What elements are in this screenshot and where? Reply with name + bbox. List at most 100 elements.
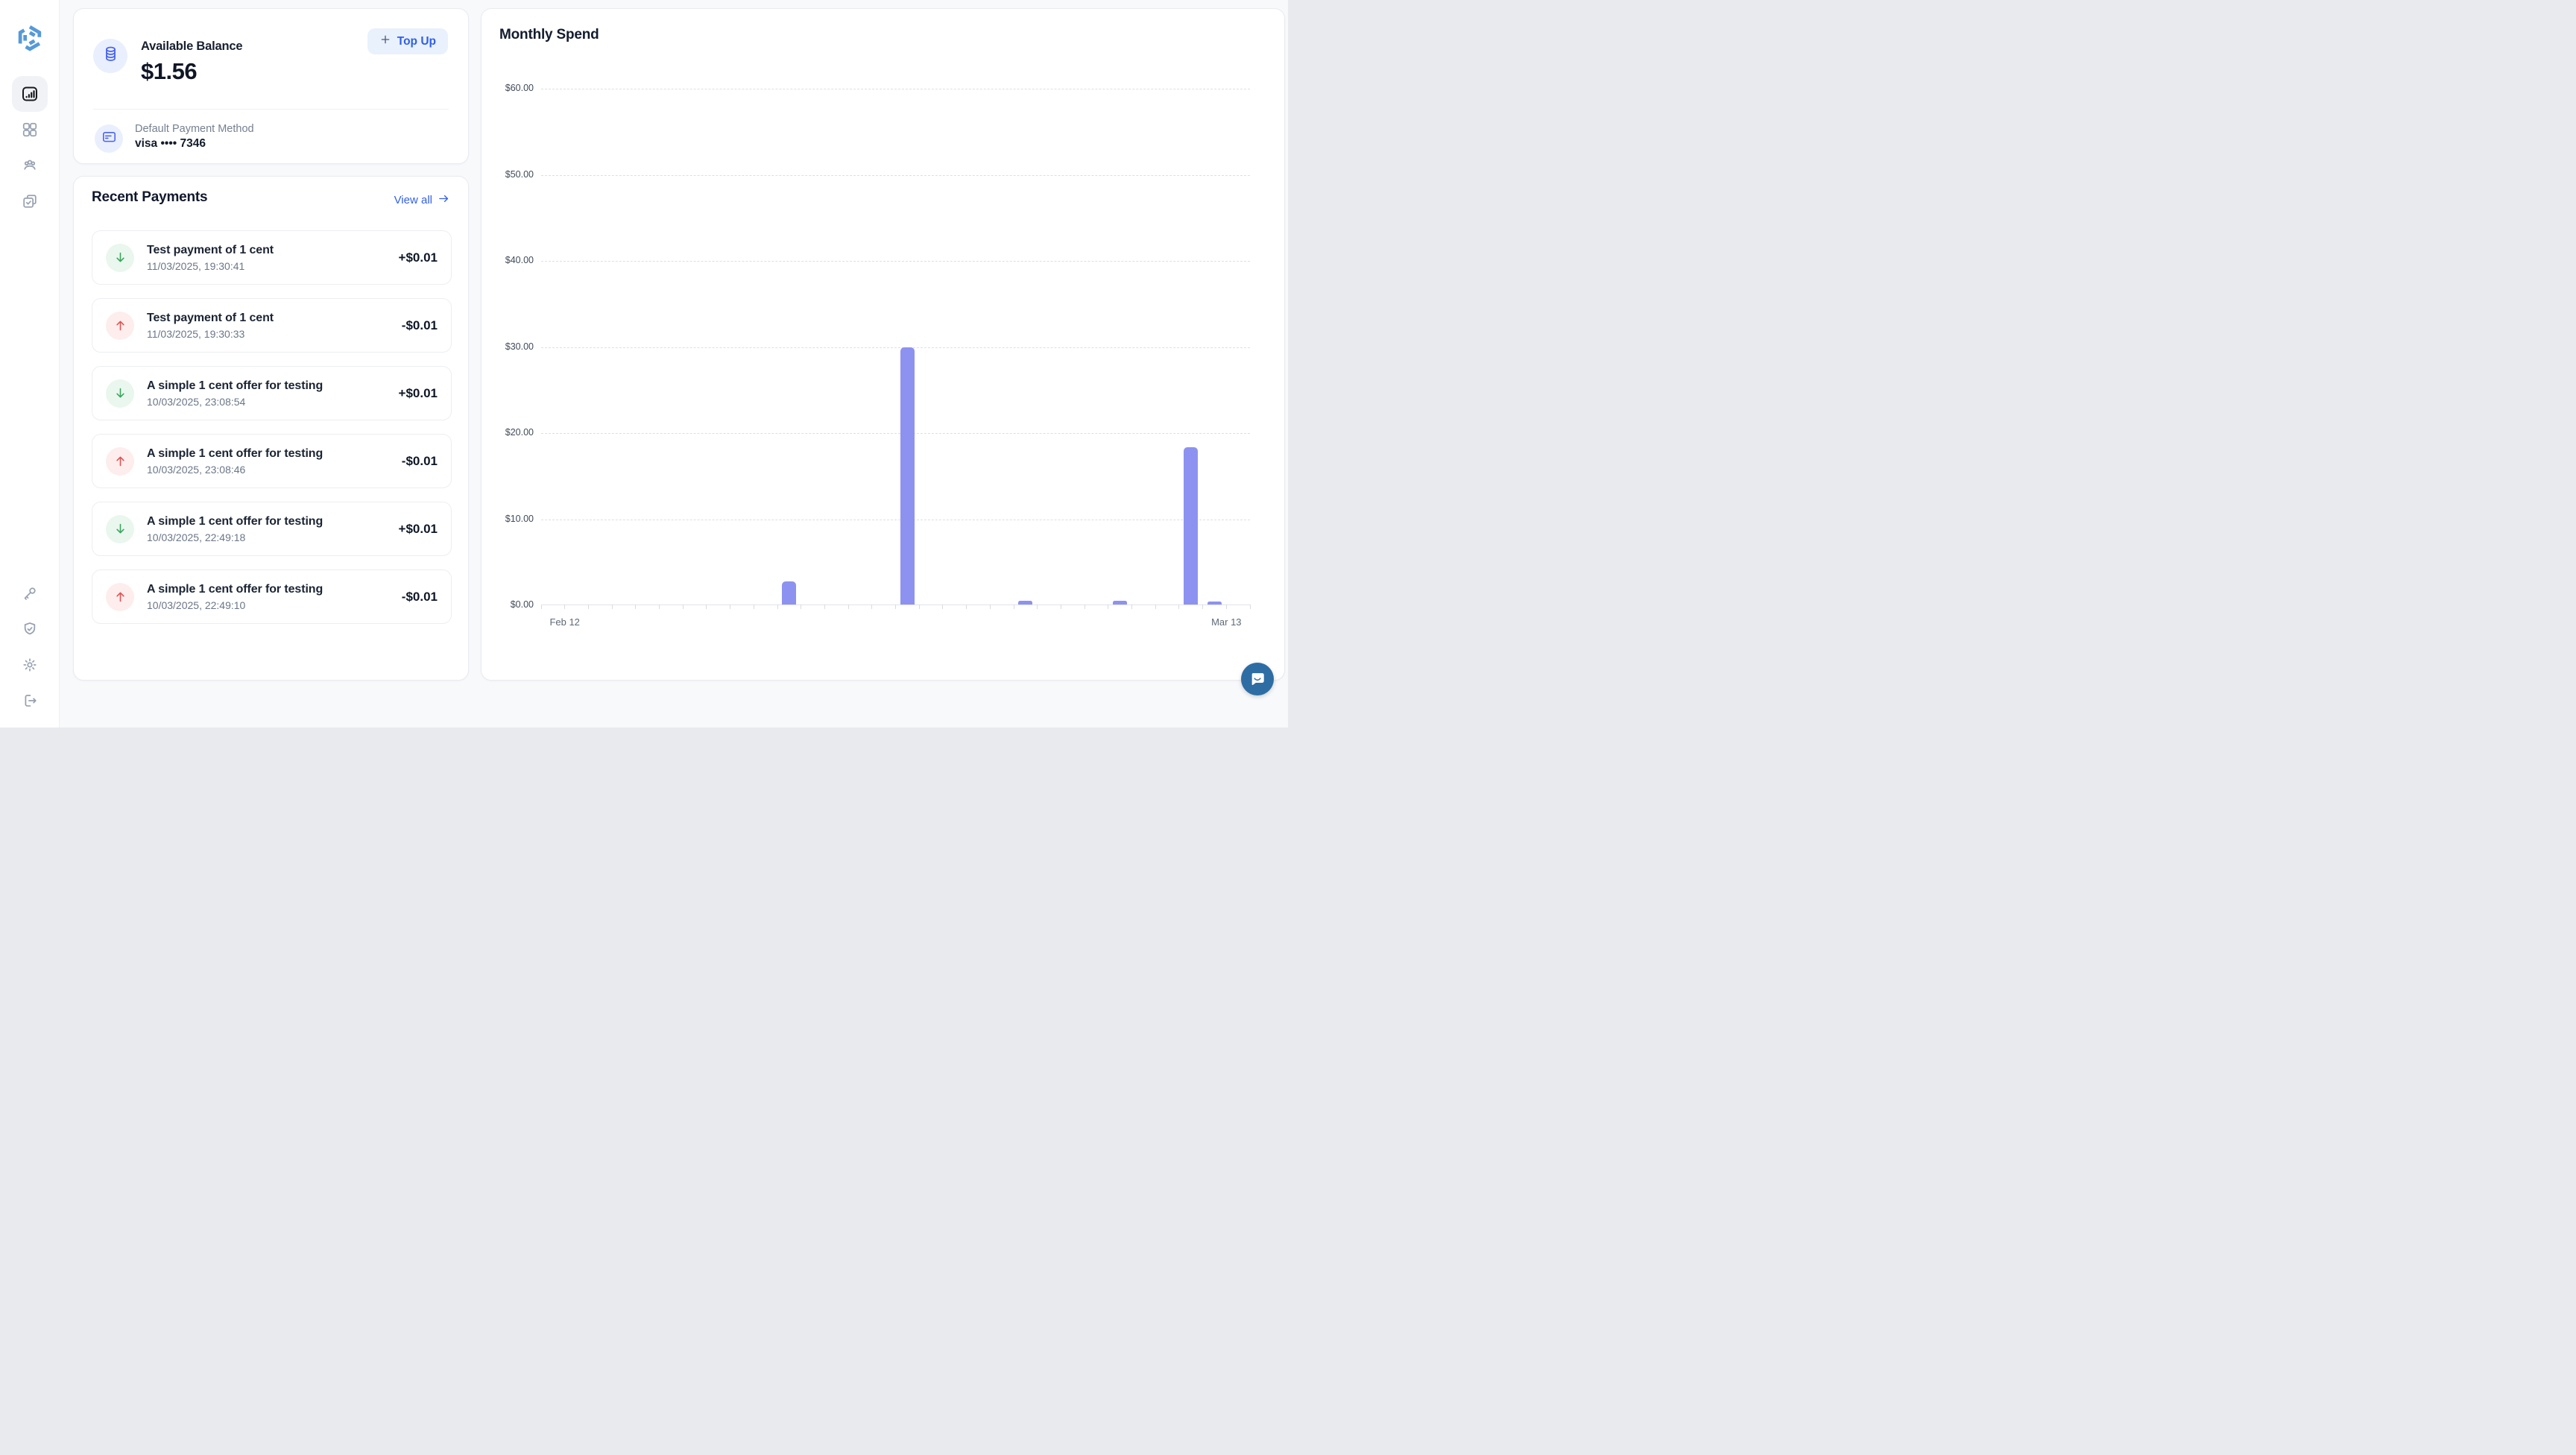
x-axis-label-feb-12: Feb 12 <box>549 616 580 628</box>
view-all-label: View all <box>394 194 432 206</box>
payment-amount: -$0.01 <box>401 589 438 604</box>
sidebar-item-logout[interactable] <box>12 683 48 719</box>
balance-card-divider <box>93 109 449 110</box>
outgoing-arrow-icon <box>106 311 134 340</box>
x-axis-tick-mark <box>871 605 873 609</box>
sidebar-item-dashboard[interactable] <box>11 76 48 112</box>
gear-icon <box>22 657 38 673</box>
payment-method-value: visa •••• 7346 <box>135 137 206 150</box>
x-axis-tick-mark <box>1131 605 1132 609</box>
payment-amount: +$0.01 <box>398 521 438 536</box>
x-axis-tick-mark <box>659 605 660 609</box>
x-axis-tick-mark <box>989 605 991 609</box>
tasks-icon <box>22 193 38 209</box>
chat-launcher-button[interactable] <box>1241 663 1274 695</box>
view-all-link[interactable]: View all <box>394 192 450 208</box>
y-axis-tick-label: $40.00 <box>505 255 534 265</box>
chart-plot-area <box>540 89 1251 609</box>
arrow-right-icon <box>438 192 450 208</box>
y-axis-tick-label: $10.00 <box>505 513 534 524</box>
logout-icon <box>22 692 38 709</box>
x-axis-tick-mark <box>635 605 637 609</box>
x-axis-tick-mark <box>1155 605 1156 609</box>
bar-mar-4[interactable] <box>1018 600 1033 605</box>
payment-datetime: 11/03/2025, 19:30:33 <box>147 327 245 340</box>
available-balance-card: Available Balance $1.56 Top Up Default P… <box>73 8 469 164</box>
x-axis-tick-mark <box>824 605 825 609</box>
payment-amount: -$0.01 <box>401 453 438 468</box>
balance-title: Available Balance <box>141 40 243 53</box>
outgoing-arrow-icon <box>106 446 134 476</box>
x-axis-tick-mark <box>1249 605 1251 609</box>
sidebar-item-security[interactable] <box>12 611 48 647</box>
sidebar-item-settings[interactable] <box>12 647 48 683</box>
sidebar-nav-top <box>11 76 48 219</box>
coins-icon <box>101 45 120 67</box>
x-axis-tick-mark <box>611 605 613 609</box>
x-axis-tick-mark <box>847 605 849 609</box>
payment-title: Test payment of 1 cent <box>147 311 274 324</box>
app-logo[interactable] <box>16 24 44 52</box>
sidebar-item-api-keys[interactable] <box>12 575 48 611</box>
bar-mar-11[interactable] <box>1184 447 1199 605</box>
payments-dashboard-page: Available Balance $1.56 Top Up Default P… <box>0 0 1288 728</box>
x-axis-tick-mark <box>777 605 778 609</box>
payment-text: A simple 1 cent offer for testing 10/03/2… <box>147 447 323 476</box>
payment-amount: +$0.01 <box>398 250 438 265</box>
x-axis-tick-mark <box>942 605 944 609</box>
payment-datetime: 10/03/2025, 23:08:46 <box>147 463 246 476</box>
x-axis-tick-mark <box>918 605 920 609</box>
payment-row[interactable]: Test payment of 1 cent 11/03/2025, 19:30:… <box>92 298 452 353</box>
payment-text: A simple 1 cent offer for testing 10/03/2… <box>147 379 323 408</box>
bar-feb-27[interactable] <box>900 347 915 605</box>
x-axis-tick-mark <box>1202 605 1204 609</box>
chat-bubble-icon <box>1249 670 1266 689</box>
sidebar-nav-bottom <box>12 575 48 719</box>
payment-title: A simple 1 cent offer for testing <box>147 582 323 596</box>
incoming-arrow-icon <box>106 379 134 408</box>
x-axis-tick-mark <box>1225 605 1227 609</box>
recent-payments-card: Recent Payments View all Test payment of… <box>73 176 469 681</box>
x-axis-tick-mark <box>706 605 707 609</box>
y-axis-tick-label: $50.00 <box>505 168 534 180</box>
top-up-label: Top Up <box>397 34 436 48</box>
recent-payments-title: Recent Payments <box>92 189 208 205</box>
bar-mar-8[interactable] <box>1113 600 1128 605</box>
payment-amount: +$0.01 <box>398 385 438 400</box>
credit-card-icon <box>101 129 117 148</box>
y-axis-tick-label: $20.00 <box>505 427 534 438</box>
sidebar-item-orders[interactable] <box>12 183 48 219</box>
payment-title: Test payment of 1 cent <box>147 243 274 256</box>
sidebar-item-apps[interactable] <box>12 112 48 148</box>
x-axis-tick-mark <box>1178 605 1180 609</box>
outgoing-arrow-icon <box>106 582 134 611</box>
payment-row[interactable]: A simple 1 cent offer for testing 10/03/2… <box>92 366 452 420</box>
payment-title: A simple 1 cent offer for testing <box>147 446 323 460</box>
payment-title: A simple 1 cent offer for testing <box>147 379 323 392</box>
incoming-arrow-icon <box>106 243 134 272</box>
payment-row[interactable]: A simple 1 cent offer for testing 10/03/2… <box>92 434 452 488</box>
users-icon <box>22 157 38 174</box>
payment-row[interactable]: A simple 1 cent offer for testing 10/03/2… <box>92 502 452 556</box>
payment-datetime: 11/03/2025, 19:30:41 <box>147 259 245 272</box>
sidebar-item-customers[interactable] <box>12 148 48 183</box>
gridline-50 <box>541 174 1250 176</box>
x-axis-tick-mark <box>587 605 589 609</box>
bar-chart-icon <box>21 85 39 103</box>
bar-mar-12[interactable] <box>1207 601 1222 605</box>
x-axis-tick-mark <box>966 605 967 609</box>
payment-row[interactable]: Test payment of 1 cent 11/03/2025, 19:30:… <box>92 230 452 285</box>
top-up-button[interactable]: Top Up <box>367 28 448 54</box>
x-axis-tick-mark <box>564 605 566 609</box>
y-axis-tick-label: $60.00 <box>505 83 534 93</box>
sidebar <box>0 0 60 728</box>
payment-row[interactable]: A simple 1 cent offer for testing 10/03/2… <box>92 569 452 624</box>
payment-datetime: 10/03/2025, 23:08:54 <box>147 395 246 408</box>
bar-feb-22[interactable] <box>782 581 797 605</box>
x-axis-tick-mark <box>1037 605 1038 609</box>
key-icon <box>22 585 38 602</box>
incoming-arrow-icon <box>106 514 134 543</box>
payment-method-badge <box>95 124 123 153</box>
payment-datetime: 10/03/2025, 22:49:10 <box>147 599 246 611</box>
payments-list: Test payment of 1 cent 11/03/2025, 19:30:… <box>92 230 452 624</box>
